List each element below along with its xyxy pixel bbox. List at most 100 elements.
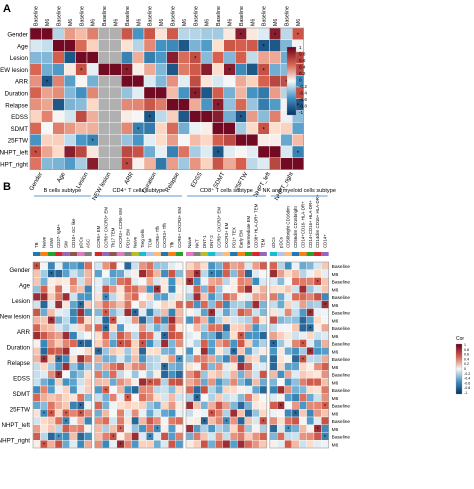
panel-b-cell [124, 292, 132, 301]
panel-b-cell [153, 378, 162, 387]
panel-a-cell [75, 27, 88, 41]
panel-a-cell [166, 133, 179, 147]
panel-b-cell [116, 331, 125, 340]
panel-b-cell [299, 432, 307, 441]
panel-b-cell [76, 424, 85, 433]
panel-a-cell [98, 39, 111, 52]
panel-a-cell [109, 39, 122, 52]
panel-b-cell [69, 277, 78, 286]
panel-b-cell [306, 339, 315, 348]
panel-b-cell [175, 432, 184, 441]
panel-b-cell [32, 393, 41, 402]
panel-b-cell [185, 261, 194, 270]
panel-b-cell [222, 378, 231, 387]
panel-b-cell [251, 277, 260, 286]
panel-b-cell [299, 362, 307, 371]
panel-b-cell [215, 362, 223, 371]
panel-a-cell [143, 39, 156, 52]
panel-b-cell [251, 347, 260, 356]
panel-b-cell [131, 385, 140, 394]
panel-b-group-title: NK and myeloid cells subtype [263, 188, 336, 194]
panel-b-cell [40, 261, 48, 270]
panel-b-color-swatch [160, 252, 169, 256]
panel-b-cell [40, 323, 48, 332]
panel-a-cell [75, 86, 88, 100]
panel-a-cell [257, 51, 270, 64]
panel-b-cell [168, 401, 176, 410]
panel-b-cell [146, 416, 154, 425]
panel-b-cell [54, 331, 63, 340]
panel-b-cell [291, 277, 300, 286]
panel-b-cell [229, 316, 238, 325]
panel-b-cell [299, 378, 307, 387]
panel-b-cell [109, 300, 118, 309]
panel-b-cell [284, 354, 293, 363]
panel-b-cell [244, 339, 253, 348]
panel-b-cell [40, 362, 48, 371]
panel-b-cell [200, 347, 209, 356]
panel-b-cell [76, 370, 85, 379]
panel-b-group-border [32, 261, 93, 449]
panel-b-cell [284, 316, 293, 325]
panel-a-legend-tick: 1 [299, 45, 302, 50]
panel-b-color-swatch [259, 252, 267, 256]
panel-b-cell [76, 385, 85, 394]
panel-a-row-label: NEW lesion [0, 67, 29, 74]
panel-b-cell [160, 385, 169, 394]
panel-b-cell [101, 409, 110, 418]
panel-b-color-swatch [175, 252, 183, 256]
panel-b-cell [185, 331, 194, 340]
panel-b-cell [47, 393, 56, 402]
panel-b-cell [299, 300, 307, 309]
panel-b-cell [237, 347, 245, 356]
panel-b-cell [69, 370, 78, 379]
panel-b-cell [207, 331, 216, 340]
panel-b-cell [124, 440, 132, 449]
significance-star-icon: * [302, 342, 304, 348]
panel-b-cell [277, 292, 285, 301]
panel-b-cell [168, 416, 176, 425]
panel-b-cell [284, 261, 293, 270]
panel-b-color-swatch [321, 252, 329, 256]
panel-a-cell [166, 122, 179, 135]
panel-a-cell [98, 86, 111, 100]
panel-b-cell [160, 440, 169, 449]
panel-b-cell [200, 269, 209, 278]
panel-b-row-sublabel: Baseline [332, 311, 351, 317]
panel-b-row-label: NHPT_left [1, 422, 30, 429]
panel-b-cell [94, 261, 103, 270]
panel-a-cell [223, 27, 236, 41]
panel-b-cell [229, 261, 238, 270]
panel-b-cell [160, 269, 169, 278]
panel-b-cell [185, 285, 194, 294]
panel-b-cell [222, 300, 231, 309]
panel-b-cell [251, 316, 260, 325]
panel-b-cell [277, 416, 285, 425]
panel-a-legend-tick: -1 [299, 110, 304, 115]
panel-b-cell [32, 401, 41, 410]
panel-b-cell [207, 370, 216, 379]
panel-a-cell [269, 145, 281, 159]
panel-b-cell [259, 385, 268, 394]
panel-a-col-header: Baseline [102, 6, 108, 26]
panel-b-cell [168, 308, 176, 317]
panel-a-cell [75, 74, 88, 88]
panel-b-group-titles: B cells subtype CD4⁺ T cells subtype CD8⁺ … [34, 187, 336, 197]
panel-b-cell [222, 347, 231, 356]
panel-b-cell [124, 385, 132, 394]
panel-b-cell [200, 378, 209, 387]
panel-a-cell [177, 157, 190, 170]
panel-a-row-label: SDMT [10, 126, 28, 133]
panel-b-cell [321, 393, 329, 402]
panel-b-cell [321, 308, 329, 317]
panel-b-cell [101, 339, 110, 348]
panel-b-row-sublabel: M6 [332, 427, 339, 433]
panel-a-cell [98, 133, 111, 147]
significance-star-icon: * [317, 280, 319, 286]
panel-b-col-header: pDCs [78, 236, 83, 248]
panel-a-col-header: M6 [182, 19, 188, 26]
panel-b-cell [47, 416, 56, 425]
panel-b-cell [101, 378, 110, 387]
panel-a-cell [86, 63, 99, 76]
panel-b-cell [306, 316, 315, 325]
